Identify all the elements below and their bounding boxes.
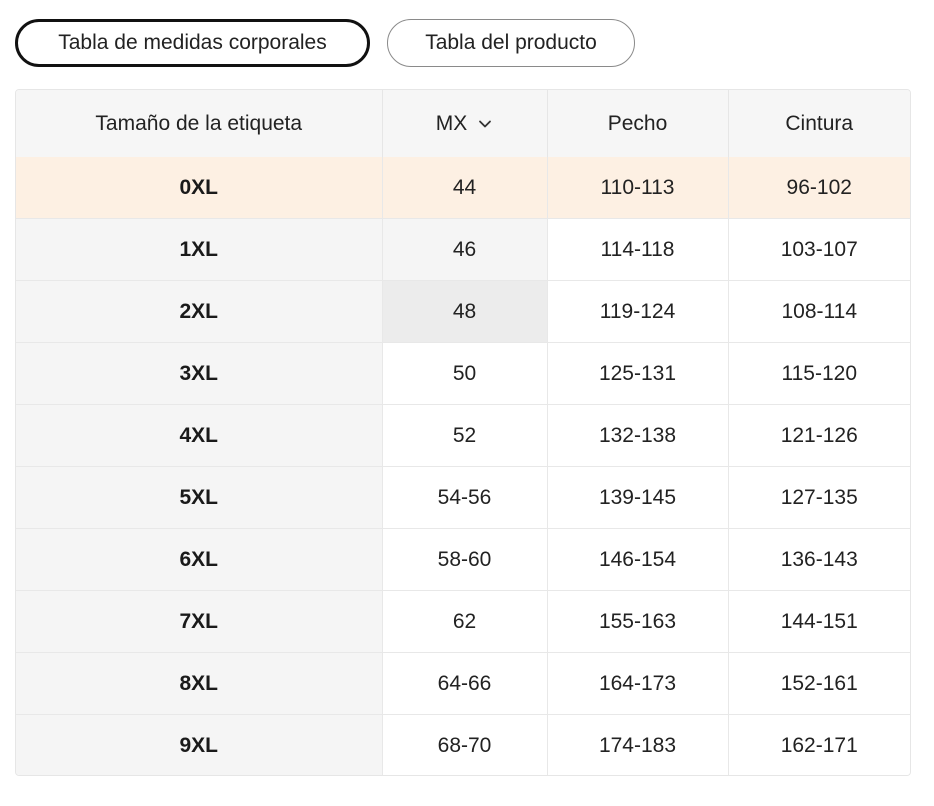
size-label-cell: 0XL	[16, 157, 383, 219]
table-header: Tamaño de la etiqueta MX Pecho Cintura	[16, 90, 910, 157]
table-row[interactable]: 4XL 52 132-138 121-126	[16, 404, 910, 467]
table-body: 0XL 44 110-113 96-102 1XL 46 114-118 103…	[16, 157, 910, 775]
mx-size-cell: 58-60	[382, 528, 548, 591]
size-label-cell: 8XL	[16, 652, 383, 715]
chest-cell: 155-163	[547, 590, 729, 653]
table-row[interactable]: 2XL 48 119-124 108-114	[16, 280, 910, 343]
size-label-cell: 7XL	[16, 590, 383, 653]
chest-cell: 164-173	[547, 652, 729, 715]
chevron-down-icon	[479, 120, 492, 127]
size-label-cell: 1XL	[16, 218, 383, 281]
mx-size-cell: 52	[382, 404, 548, 467]
header-label-size: Tamaño de la etiqueta	[16, 90, 383, 157]
header-region-select[interactable]: MX	[382, 90, 548, 157]
chest-cell: 125-131	[547, 342, 729, 405]
waist-cell: 144-151	[728, 590, 910, 653]
table-row[interactable]: 7XL 62 155-163 144-151	[16, 590, 910, 653]
table-row[interactable]: 0XL 44 110-113 96-102	[16, 157, 910, 219]
waist-cell: 115-120	[728, 342, 910, 405]
table-row[interactable]: 8XL 64-66 164-173 152-161	[16, 652, 910, 715]
region-select-label: MX	[435, 111, 468, 135]
tab-body-measurements[interactable]: Tabla de medidas corporales	[15, 19, 370, 67]
table-row[interactable]: 3XL 50 125-131 115-120	[16, 342, 910, 405]
chest-cell: 114-118	[547, 218, 729, 281]
table-row[interactable]: 1XL 46 114-118 103-107	[16, 218, 910, 281]
mx-size-cell: 54-56	[382, 466, 548, 529]
chest-cell: 132-138	[547, 404, 729, 467]
table-row[interactable]: 5XL 54-56 139-145 127-135	[16, 466, 910, 529]
header-chest: Pecho	[547, 90, 729, 157]
mx-size-cell: 62	[382, 590, 548, 653]
waist-cell: 136-143	[728, 528, 910, 591]
size-label-cell: 3XL	[16, 342, 383, 405]
tab-product-measurements[interactable]: Tabla del producto	[387, 19, 635, 67]
waist-cell: 108-114	[728, 280, 910, 343]
chest-cell: 110-113	[547, 157, 729, 219]
size-label-cell: 2XL	[16, 280, 383, 343]
mx-size-cell: 50	[382, 342, 548, 405]
chest-cell: 174-183	[547, 714, 729, 775]
waist-cell: 96-102	[728, 157, 910, 219]
size-chart-table: Tamaño de la etiqueta MX Pecho Cintura 0…	[15, 89, 911, 776]
chart-tabs: Tabla de medidas corporales Tabla del pr…	[15, 19, 635, 67]
size-label-cell: 5XL	[16, 466, 383, 529]
mx-size-cell: 48	[382, 280, 548, 343]
mx-size-cell: 44	[382, 157, 548, 219]
waist-cell: 121-126	[728, 404, 910, 467]
mx-size-cell: 46	[382, 218, 548, 281]
size-label-cell: 4XL	[16, 404, 383, 467]
chest-cell: 119-124	[547, 280, 729, 343]
waist-cell: 152-161	[728, 652, 910, 715]
size-label-cell: 6XL	[16, 528, 383, 591]
table-row[interactable]: 6XL 58-60 146-154 136-143	[16, 528, 910, 591]
waist-cell: 103-107	[728, 218, 910, 281]
chest-cell: 146-154	[547, 528, 729, 591]
table-row[interactable]: 9XL 68-70 174-183 162-171	[16, 714, 910, 775]
chest-cell: 139-145	[547, 466, 729, 529]
waist-cell: 127-135	[728, 466, 910, 529]
mx-size-cell: 64-66	[382, 652, 548, 715]
header-waist: Cintura	[728, 90, 910, 157]
waist-cell: 162-171	[728, 714, 910, 775]
mx-size-cell: 68-70	[382, 714, 548, 775]
size-label-cell: 9XL	[16, 714, 383, 775]
